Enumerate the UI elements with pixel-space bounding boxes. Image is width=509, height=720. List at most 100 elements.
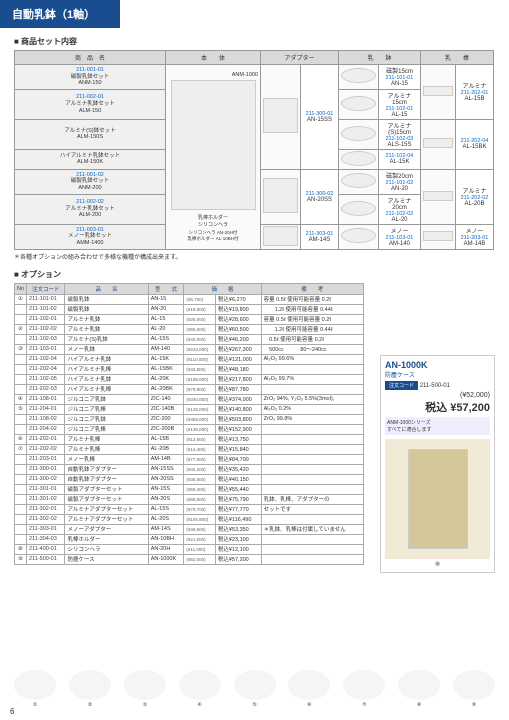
product-thumb: ⑥	[288, 670, 330, 700]
col-pestle: 乳 棒	[421, 51, 494, 65]
featured-note: ANM-1000シリーズ すべてに適合します	[385, 417, 490, 435]
opt-col-remark: 備 考	[261, 283, 363, 294]
product-thumb: ②	[69, 670, 111, 700]
option-row: 211-203-01メノー乳棒AM-14B(¥77,000)税込¥84,700	[15, 454, 364, 464]
adapter-label: 211-303-01AM-14S	[301, 224, 339, 249]
product-thumb: ⑨	[453, 670, 495, 700]
option-row: 211-302-02アルミナアダプターセットAL-20S(¥105,900)税込…	[15, 514, 364, 524]
option-row: ⑤211-204-01ジルコニア乳棒ZIC-140B(¥128,000)税込¥1…	[15, 404, 364, 414]
option-row: 211-304-03乳棒ホルダーAN-10BH(¥21,000)税込¥23,10…	[15, 534, 364, 544]
product-thumb: ⑧	[398, 670, 440, 700]
bowl-img	[339, 89, 379, 119]
adapter-label: 211-300-02AN-20SS	[301, 169, 339, 224]
section-option-label: ■ オプション	[14, 269, 509, 280]
bottom-icon-row: ①②③④⑤⑥⑦⑧⑨	[14, 670, 495, 700]
bowl-img	[339, 169, 379, 194]
product-thumb: ③	[124, 670, 166, 700]
bowl-img	[339, 149, 379, 169]
product-thumb: ④	[179, 670, 221, 700]
page-number: 6	[10, 707, 14, 716]
section-set-label: ■ 商品セット内容	[14, 36, 509, 47]
product-thumb: ⑤	[234, 670, 276, 700]
option-row: 211-102-03アルミナ(S)乳鉢AL-15S(¥42,000)税込¥46,…	[15, 334, 364, 344]
bowl-label: メノー211-103-01AM-140	[379, 224, 421, 249]
code-badge: 注文コード	[385, 381, 418, 390]
set-product-cell: アルミナ(S)鉢セットALM-150S	[15, 119, 166, 149]
body-image-cell: ANM-1000 乳棒ホルダー シリコンヘラ シリコンヘラ AN-20H付 乳棒…	[166, 65, 261, 250]
option-row: 211-303-01メノーアダプターAM-14S(¥48,500)税込¥53,3…	[15, 524, 364, 534]
option-row: ①211-101-01磁製乳鉢AN-15(¥5,700)税込¥6,270容量 0…	[15, 294, 364, 304]
bowl-label: アルミナ(S)15cm211-102-03ALS-15S	[379, 119, 421, 149]
pestle-img	[421, 169, 456, 224]
option-row: 211-108-02ジルコニア乳鉢ZIC-200(¥458,000)税込¥503…	[15, 414, 364, 424]
adapter-img	[261, 169, 301, 224]
option-row: ⑨211-500-01防塵ケースAN-1000K(¥52,000)税込¥57,2…	[15, 554, 364, 564]
opt-col-code: 注文コード	[27, 283, 65, 294]
option-row: 211-101-02磁製乳鉢AN-20(¥18,000)税込¥19,800 1.…	[15, 304, 364, 314]
featured-product-box: AN-1000K 防塵ケース 注文コード 211-500-01 (¥52,000…	[380, 355, 495, 573]
col-adapter: アダプター	[261, 51, 339, 65]
set-product-cell: ハイアルミナ乳鉢セットALM-150K	[15, 149, 166, 169]
set-note: ＊各種オプションの組み合わせで多様な機種が構成出来ます。	[14, 252, 509, 261]
col-body: 本 体	[166, 51, 261, 65]
product-thumb: ⑦	[343, 670, 385, 700]
opt-col-price: 価 格	[184, 283, 261, 294]
adapter-img	[261, 65, 301, 170]
set-product-cell: 211-001-01磁製乳鉢セットANM-150	[15, 65, 166, 90]
bowl-img	[339, 65, 379, 90]
set-product-cell: 211-001-02磁製乳鉢セットANM-200	[15, 169, 166, 194]
option-row: ④211-108-01ジルコニア乳鉢ZIC-140(¥340,000)税込¥37…	[15, 394, 364, 404]
option-row: 211-300-02自動乳鉢アダプターAN-20SS(¥36,500)税込¥40…	[15, 474, 364, 484]
option-row: ③211-103-01メノー乳鉢AM-140(¥243,000)税込¥267,3…	[15, 344, 364, 354]
bowl-img	[339, 194, 379, 224]
set-product-cell: 211-003-01メノー乳鉢セットAMM-1400	[15, 224, 166, 249]
bowl-label: 磁製20cm211-101-02AN-20	[379, 169, 421, 194]
option-row: 211-302-01アルミナアダプターセットAL-15S(¥70,700)税込¥…	[15, 504, 364, 514]
col-name: 商 品 名	[15, 51, 166, 65]
pestle-img	[421, 224, 456, 249]
option-row: 211-102-01アルミナ乳鉢AL-15(¥26,000)税込¥28,600容…	[15, 314, 364, 324]
bowl-label: 磁製15cm211-101-01AN-15	[379, 65, 421, 90]
option-row: ⑥211-202-01アルミナ乳棒AL-15B(¥12,500)税込¥13,75…	[15, 434, 364, 444]
opt-col-no: No	[15, 283, 27, 294]
option-table: No 注文コード 品 名 型 式 価 格 備 考 ①211-101-01磁製乳鉢…	[14, 283, 364, 565]
pestle-label: メノー211-203-01AM-14B	[456, 224, 494, 249]
pestle-img	[421, 119, 456, 169]
col-bowl: 乳 鉢	[339, 51, 421, 65]
featured-image-placeholder	[385, 439, 490, 559]
adapter-img	[261, 224, 301, 249]
option-row: ⑦211-202-02アルミナ乳棒AL-20B(¥14,400)税込¥15,84…	[15, 444, 364, 454]
pestle-label: アルミナ211-202-01AL-15B	[456, 65, 494, 120]
option-row: 211-202-04ハイアルミナ乳棒AL-15BK(¥43,800)税込¥48,…	[15, 364, 364, 374]
option-row: 211-204-02ジルコニア乳棒ZIC-200B(¥139,000)税込¥15…	[15, 424, 364, 434]
set-product-cell: 211-002-02アルミナ乳鉢セットALM-200	[15, 194, 166, 224]
opt-col-model: 型 式	[148, 283, 184, 294]
featured-price-incl: 税込 ¥57,200	[385, 399, 490, 415]
option-row: 211-202-03ハイアルミナ乳棒AL-20BK(¥79,800)税込¥87,…	[15, 384, 364, 394]
machine-image-placeholder	[171, 80, 256, 210]
featured-sub: 防塵ケース	[385, 370, 490, 379]
bowl-label: アルミナ20cm211-102-02AL-20	[379, 194, 421, 224]
option-row: 211-301-01磁製アダプターセットAN-15S(¥50,400)税込¥55…	[15, 484, 364, 494]
option-row: ②211-102-02アルミナ乳鉢AL-20(¥55,000)税込¥60,500…	[15, 324, 364, 334]
bowl-label: アルミナ15cm211-102-01AL-15	[379, 89, 421, 119]
featured-code: 211-500-01	[420, 383, 450, 389]
option-row: 211-102-05ハイアルミナ乳鉢AL-20K(¥198,000)税込¥217…	[15, 374, 364, 384]
pestle-img	[421, 65, 456, 120]
featured-title: AN-1000K	[385, 360, 490, 370]
pestle-label: アルミナ211-202-02AL-20B	[456, 169, 494, 224]
option-row: ⑧211-400-01シリコンヘラAN-20H(¥11,000)税込¥12,10…	[15, 544, 364, 554]
bowl-img	[339, 119, 379, 149]
bowl-img	[339, 224, 379, 249]
featured-price-excl: (¥52,000)	[385, 392, 490, 399]
option-row: 211-300-01自動乳鉢アダプターAN-15SS(¥32,200)税込¥35…	[15, 464, 364, 474]
opt-col-name: 品 名	[65, 283, 148, 294]
set-product-cell: 211-002-01アルミナ乳鉢セットALM-150	[15, 89, 166, 119]
option-row: 211-102-04ハイアルミナ乳鉢AL-15K(¥110,000)税込¥121…	[15, 354, 364, 364]
set-contents-table: 商 品 名 本 体 アダプター 乳 鉢 乳 棒 211-001-01磁製乳鉢セッ…	[14, 50, 494, 250]
pestle-label: 211-202-04AL-15BK	[456, 119, 494, 169]
adapter-label: 211-300-01AN-15SS	[301, 65, 339, 170]
option-row: 211-301-02磁製アダプターセットAN-20S(¥68,900)税込¥75…	[15, 494, 364, 504]
featured-footnote: ⑨	[385, 561, 490, 568]
bowl-label: 211-102-04AL-15K	[379, 149, 421, 169]
